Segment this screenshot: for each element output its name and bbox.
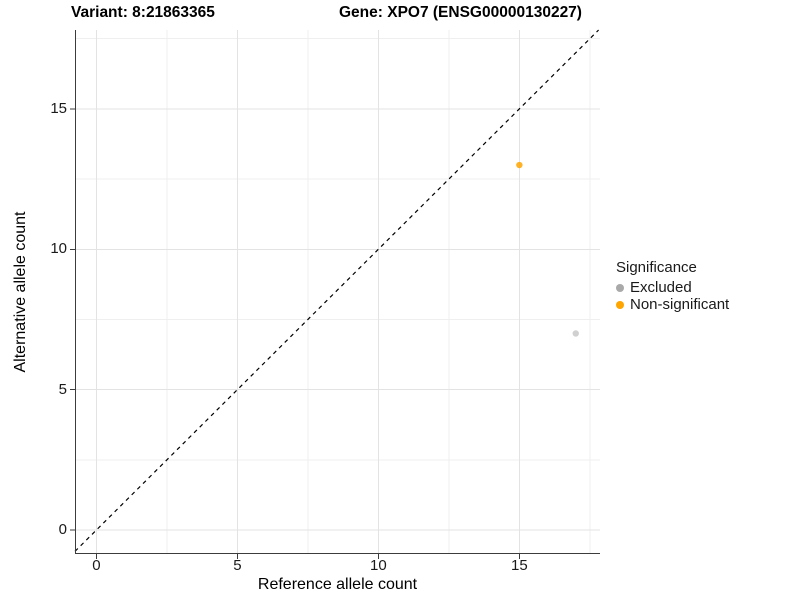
plot-panel (70, 29, 600, 559)
identity-dashed-line (74, 29, 600, 552)
y-axis-title: Alternative allele count (12, 211, 29, 373)
variant-title: Variant: 8:21863365 (71, 4, 215, 21)
legend-items: Excluded Non-significant (616, 280, 729, 313)
legend-item: Non-significant (616, 297, 729, 313)
data-point-excluded (572, 330, 579, 337)
x-tick-label: 10 (370, 557, 387, 574)
y-tick-label: 10 (50, 240, 67, 258)
x-tick-label: 0 (92, 557, 101, 574)
legend-item-label: Excluded (630, 279, 692, 296)
y-tick-label: 5 (58, 380, 67, 398)
scatter-plot (70, 29, 600, 559)
x-tick-label: 5 (233, 557, 242, 574)
legend: Significance Excluded Non-significant (616, 259, 729, 314)
legend-key-dot (616, 301, 624, 309)
legend-item-label: Non-significant (630, 296, 730, 313)
gene-title: Gene: XPO7 (ENSG00000130227) (339, 4, 582, 21)
x-axis-title: Reference allele count (257, 576, 418, 593)
x-tick-label: 15 (511, 557, 528, 574)
y-tick-label: 0 (58, 520, 67, 538)
data-point-non-significant (516, 161, 523, 169)
legend-item: Excluded (616, 280, 729, 296)
legend-title: Significance (616, 259, 697, 276)
y-tick-label: 15 (50, 99, 67, 117)
legend-key-dot (616, 284, 624, 292)
